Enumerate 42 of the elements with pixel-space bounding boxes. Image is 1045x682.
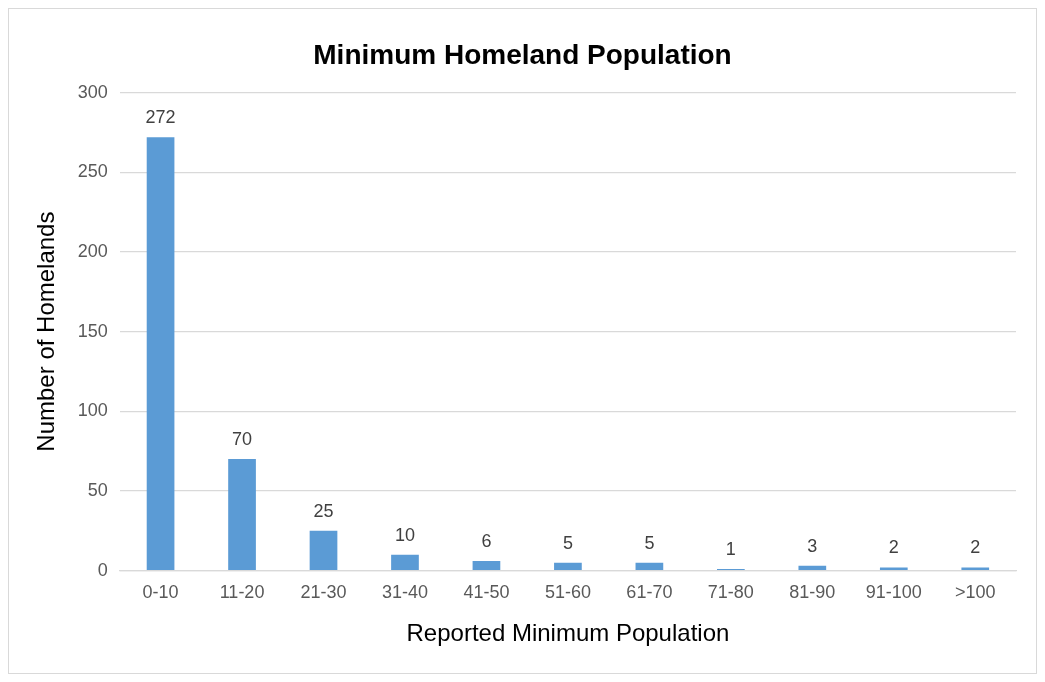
- bar: [146, 137, 175, 570]
- y-tick-label: 300: [77, 81, 108, 102]
- x-tick-label: 41-50: [463, 582, 510, 603]
- y-tick-label: 0: [97, 559, 108, 580]
- y-tick-label: 150: [77, 320, 108, 341]
- x-tick-label: 31-40: [381, 582, 428, 603]
- bar: [635, 562, 664, 570]
- y-tick-label: 100: [77, 400, 108, 421]
- y-axis-title: Number of Homelands: [32, 211, 60, 452]
- data-label: 6: [481, 531, 492, 552]
- x-tick-label: >100: [954, 582, 996, 603]
- bar: [391, 554, 419, 570]
- bar: [554, 562, 582, 570]
- bar: [472, 561, 501, 570]
- x-tick-label: 61-70: [626, 582, 673, 603]
- x-tick-label: 71-80: [707, 582, 754, 603]
- data-label: 2: [970, 537, 981, 558]
- data-label: 1: [725, 538, 736, 559]
- data-label: 5: [562, 532, 573, 553]
- data-label: 10: [394, 524, 415, 545]
- x-tick-label: 0-10: [142, 582, 179, 603]
- y-tick-label: 250: [77, 161, 108, 182]
- bar: [879, 567, 908, 570]
- data-label: 70: [232, 429, 253, 450]
- bar: [228, 459, 256, 570]
- y-tick-label: 50: [87, 479, 108, 500]
- chart-title: Minimum Homeland Population: [313, 38, 732, 70]
- bar: [309, 530, 338, 570]
- y-tick-label: 200: [77, 240, 108, 261]
- data-label: 3: [807, 535, 818, 556]
- data-label: 25: [313, 500, 334, 521]
- bar: [798, 565, 827, 570]
- x-tick-label: 91-100: [865, 582, 922, 603]
- data-label: 5: [644, 532, 655, 553]
- x-tick-label: 21-30: [300, 582, 347, 603]
- data-label: 2: [888, 537, 899, 558]
- x-tick-label: 11-20: [219, 582, 265, 603]
- x-tick-label: 51-60: [544, 582, 591, 603]
- bar: [961, 567, 990, 570]
- x-tick-label: 81-90: [789, 582, 836, 603]
- x-axis-title: Reported Minimum Population: [406, 619, 730, 647]
- data-label: 272: [145, 107, 176, 128]
